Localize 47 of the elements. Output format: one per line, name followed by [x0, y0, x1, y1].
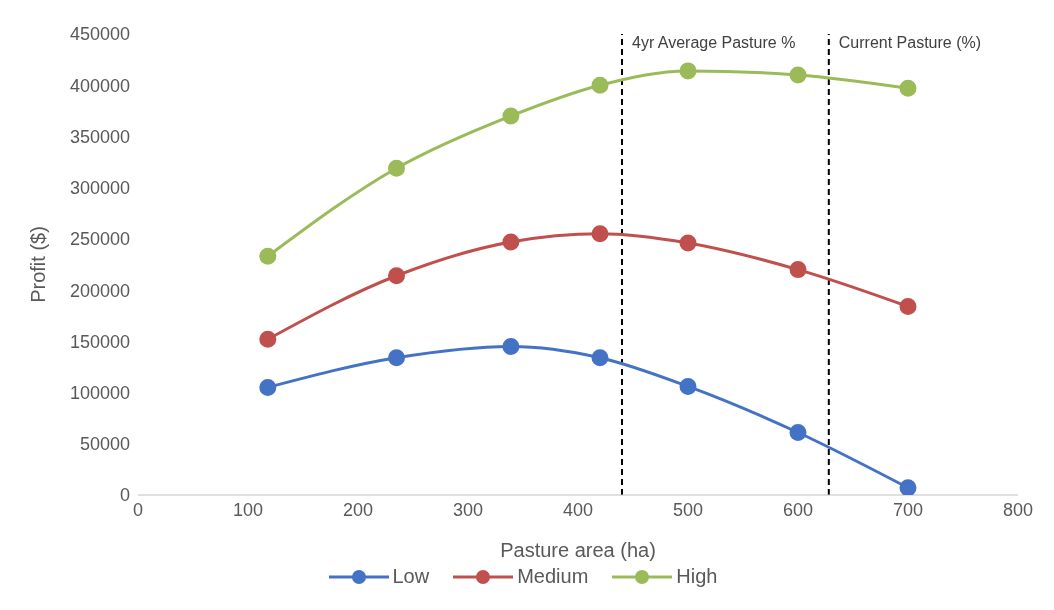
y-axis-title: Profit ($) [27, 226, 50, 303]
y-tick-label: 250000 [69, 229, 130, 250]
x-tick-label: 300 [452, 499, 484, 520]
y-tick-label: 400000 [69, 75, 130, 96]
point [502, 233, 520, 251]
ref-line-label: Current Pasture (%) [838, 34, 982, 51]
point [679, 234, 697, 252]
point [789, 424, 807, 442]
y-tick-label: 0 [119, 485, 130, 506]
point [388, 349, 405, 367]
point [388, 159, 405, 177]
x-tick-label: 500 [672, 499, 704, 520]
y-tick-label: 200000 [69, 280, 130, 301]
x-axis-title: Pasture area (ha) [500, 539, 656, 561]
x-tick-label: 700 [892, 499, 924, 520]
point [388, 267, 405, 285]
y-tick-label: 450000 [69, 24, 130, 45]
y-tick-label: 300000 [69, 178, 130, 199]
y-tick-label: 50000 [79, 434, 130, 455]
point [259, 378, 277, 396]
legend-label: High [675, 565, 718, 588]
point [789, 261, 807, 279]
point [591, 76, 609, 94]
point [899, 298, 917, 315]
x-tick-label: 800 [1002, 499, 1034, 520]
y-tick-label: 350000 [69, 126, 130, 147]
point [679, 62, 697, 80]
point [899, 79, 917, 97]
legend-label: Medium [516, 565, 589, 588]
legend-label: Low [391, 565, 430, 588]
x-tick-label: 200 [342, 499, 374, 520]
ref-line-label: 4yr Average Pasture % [632, 34, 796, 51]
point [502, 107, 520, 125]
y-tick-label: 100000 [69, 382, 130, 403]
point [591, 349, 609, 367]
y-tick-label: 150000 [69, 331, 130, 352]
point [259, 330, 277, 348]
point [502, 337, 520, 355]
point [789, 66, 807, 84]
x-tick-label: 100 [232, 499, 264, 520]
x-tick-label: 0 [132, 499, 144, 520]
point [591, 225, 609, 243]
x-tick-label: 600 [782, 499, 814, 520]
point [679, 377, 697, 395]
x-tick-label: 400 [562, 499, 594, 520]
point [259, 247, 277, 265]
point [899, 479, 917, 495]
